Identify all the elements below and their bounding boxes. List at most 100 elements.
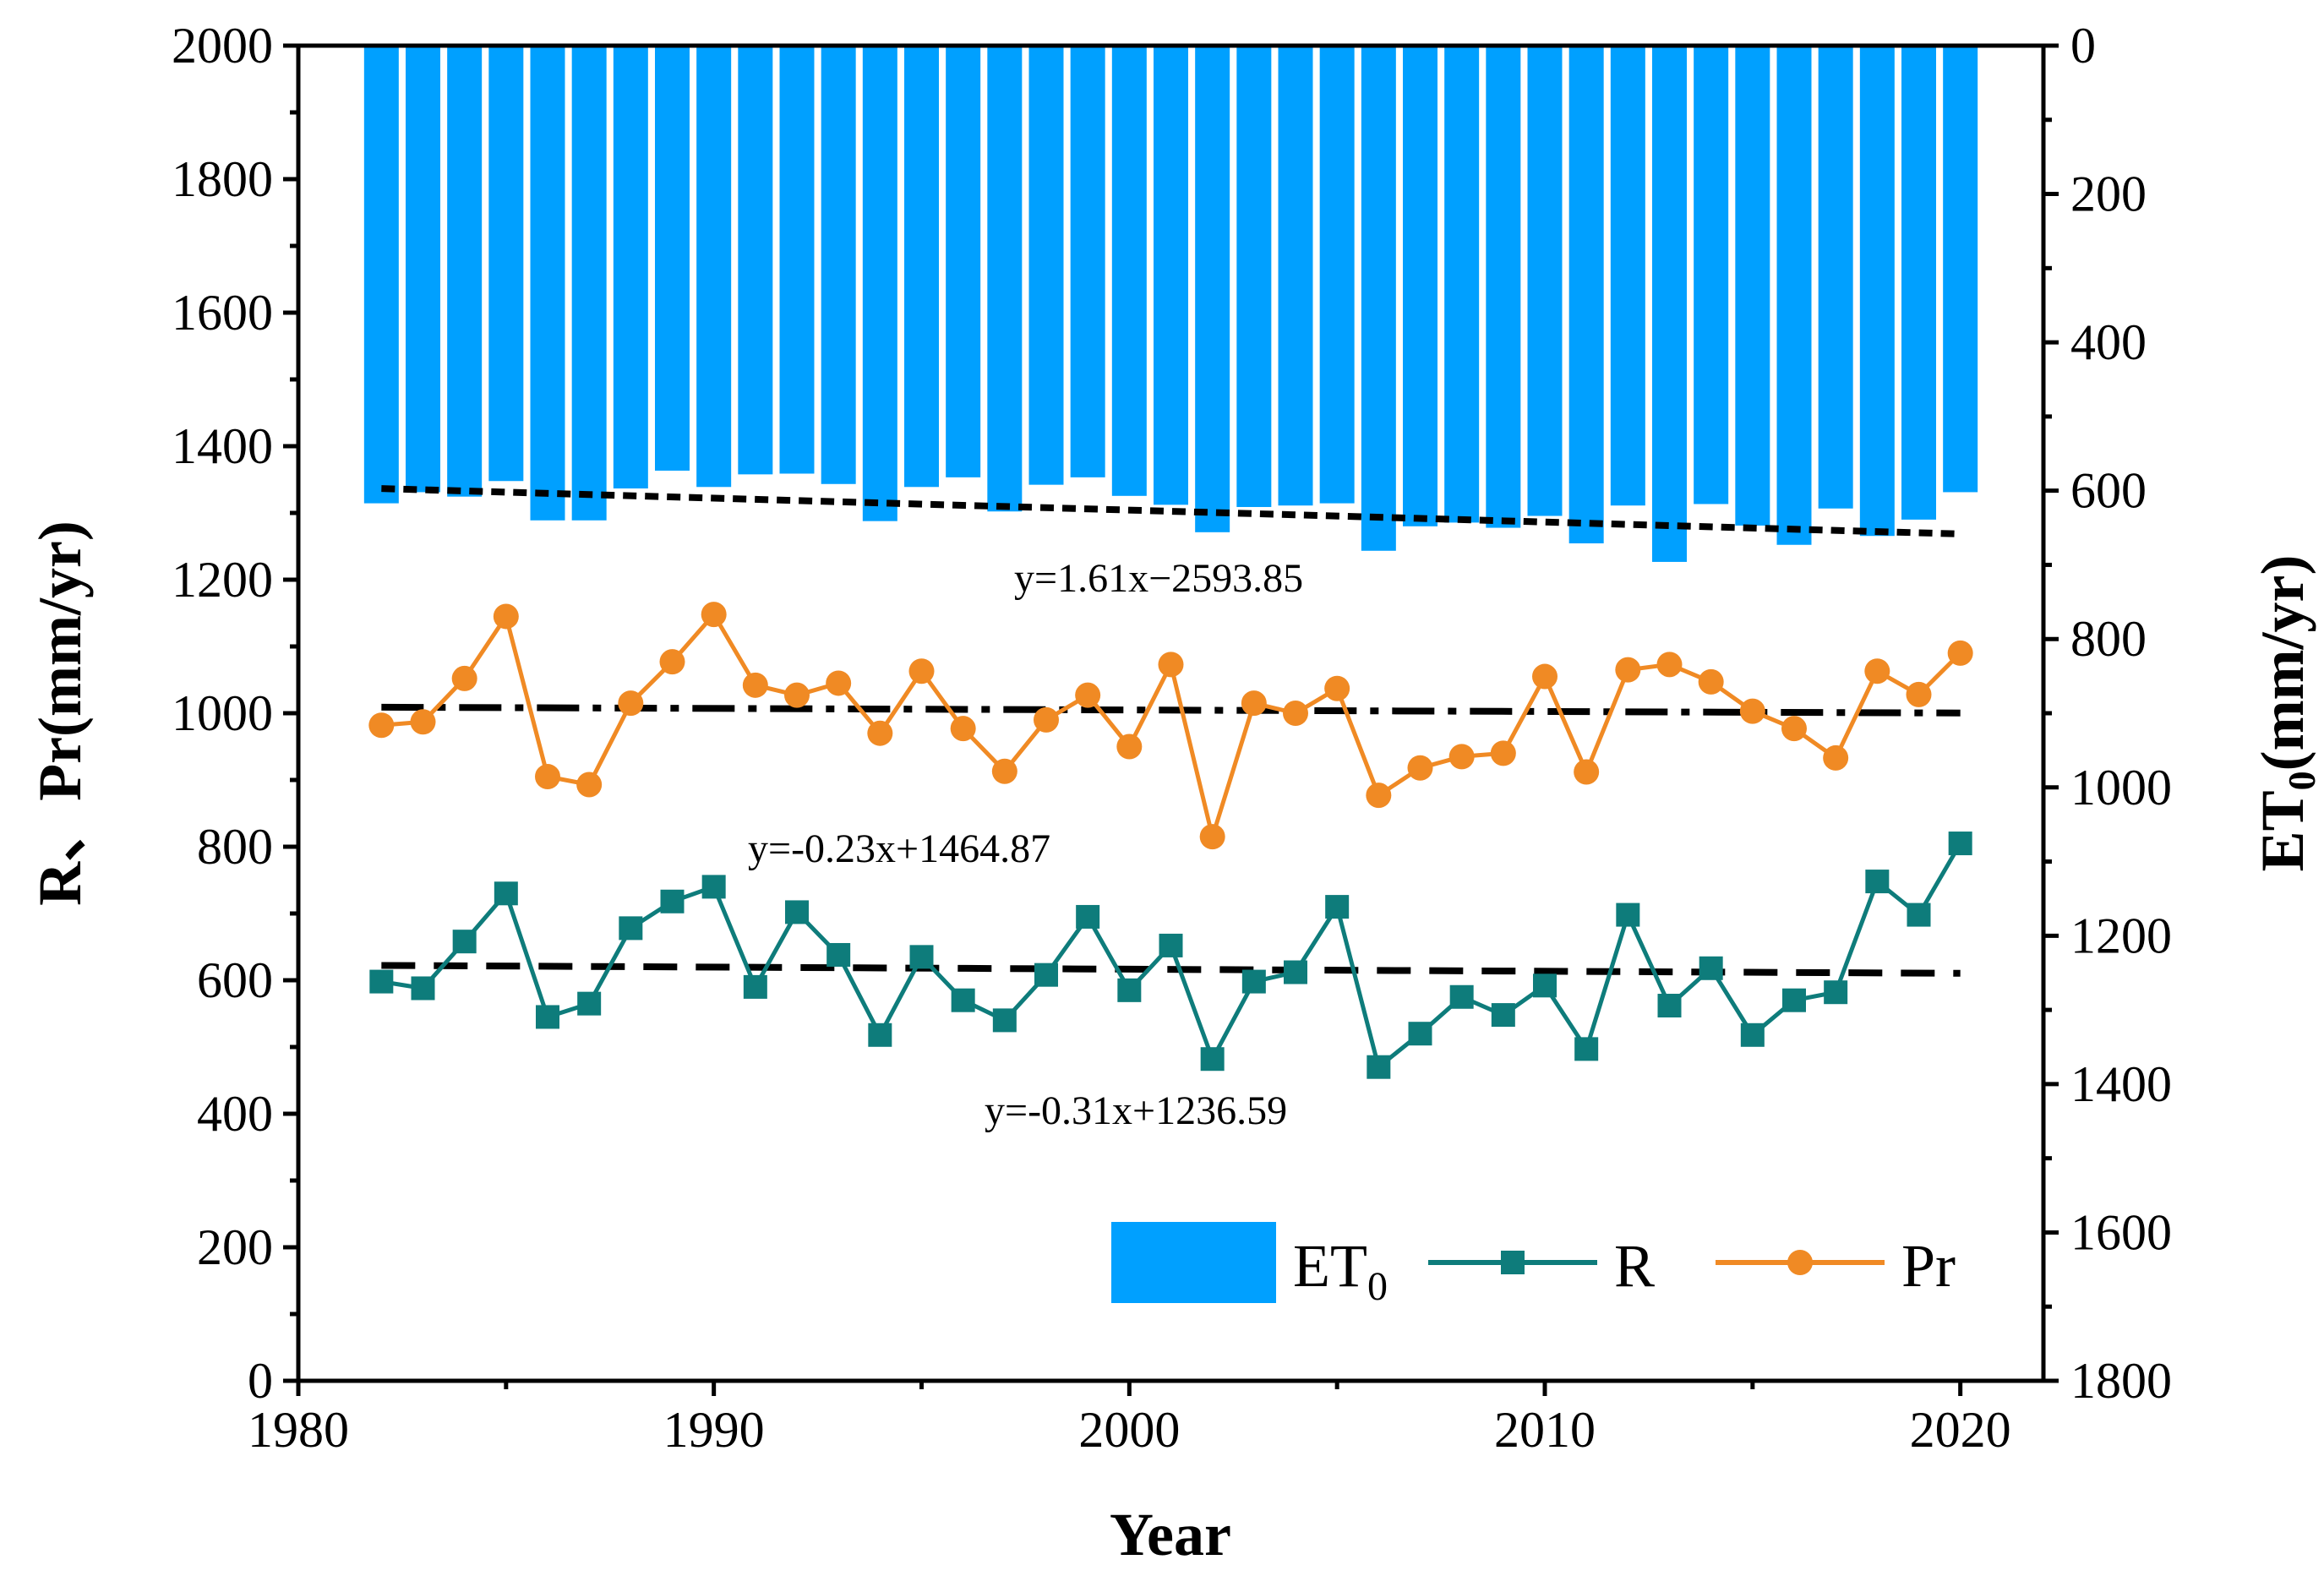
left-y-tick-label: 1000: [172, 685, 273, 741]
et0-bar: [1236, 46, 1272, 507]
left-y-tick-label: 200: [197, 1219, 273, 1275]
left-y-axis-ticks: 0 200 400 600 800 1000 1200 1400 1600 1800 2000: [172, 18, 298, 1409]
x-tick-label: 2000: [1078, 1402, 1180, 1458]
point-pr: [1698, 668, 1724, 695]
point-r: [909, 945, 934, 969]
right-y-tick-label: 600: [2070, 463, 2147, 519]
et0-bar: [1527, 46, 1563, 516]
point-pr: [950, 716, 976, 742]
point-pr: [1283, 701, 1308, 726]
et0-bar: [363, 46, 399, 504]
point-pr: [701, 602, 727, 628]
x-tick-label: 2020: [1910, 1402, 2011, 1458]
right-y-tick-label: 200: [2070, 166, 2147, 222]
point-pr: [1075, 682, 1101, 708]
point-r: [1491, 1003, 1515, 1028]
point-pr: [576, 772, 603, 798]
legend-label-r: R: [1614, 1232, 1655, 1300]
et0-bar: [696, 46, 732, 488]
right-y-axis-ticks: 0 200 400 600 800 1000 1200 1400 1600 1800: [2043, 18, 2172, 1409]
point-r: [785, 900, 809, 924]
et0-bar: [1361, 46, 1396, 551]
point-r: [1824, 980, 1848, 1005]
et0-bar: [946, 46, 981, 477]
eq-label-pr: y=-0.23x+1464.87: [748, 826, 1050, 871]
et0-bar: [1486, 46, 1521, 528]
et0-bar: [1278, 46, 1313, 506]
et0-bar: [1444, 46, 1480, 523]
et0-bar: [530, 46, 565, 521]
point-pr: [1241, 690, 1267, 717]
point-r: [1076, 904, 1100, 929]
line-pr: [381, 612, 1962, 839]
point-pr: [1448, 744, 1475, 770]
point-pr: [368, 712, 395, 739]
right-y-axis-title-sub: 0: [2280, 771, 2323, 790]
right-y-tick-label: 1800: [2070, 1353, 2172, 1409]
point-r: [536, 1005, 559, 1029]
point-pr: [1366, 783, 1392, 809]
point-r: [1699, 956, 1723, 980]
et0-bar: [613, 46, 648, 489]
right-y-tick-label: 1400: [2070, 1056, 2172, 1112]
point-pr: [826, 670, 852, 696]
point-pr: [1615, 657, 1641, 683]
et0-bar: [1154, 46, 1188, 505]
point-pr: [1656, 652, 1683, 678]
right-y-axis-title-unit: (mm/yr): [2249, 555, 2316, 772]
point-pr: [908, 658, 935, 684]
et0-bar: [1028, 46, 1064, 485]
marker-layer: [368, 602, 1973, 1079]
et0-bar: [1111, 46, 1147, 496]
et0-bar: [904, 46, 939, 488]
point-r: [1948, 832, 1972, 856]
point-pr: [659, 649, 685, 675]
trendline-pr: [381, 703, 1961, 717]
point-pr: [1574, 759, 1600, 785]
point-r: [1367, 1055, 1391, 1079]
point-r: [411, 976, 435, 1001]
left-y-tick-label: 2000: [172, 18, 273, 74]
legend-marker-pr: [1787, 1250, 1813, 1275]
point-r: [743, 974, 767, 999]
point-r: [1657, 994, 1682, 1018]
point-r: [660, 889, 685, 913]
point-r: [826, 942, 851, 967]
point-pr: [1199, 824, 1225, 850]
point-r: [1740, 1022, 1765, 1047]
point-r: [619, 916, 643, 941]
x-tick-label: 2010: [1494, 1402, 1596, 1458]
point-pr: [1823, 744, 1849, 771]
et0-bar: [655, 46, 690, 471]
point-r: [1865, 870, 1890, 894]
point-r: [1907, 903, 1931, 927]
et0-bar: [987, 46, 1023, 512]
et0-bar: [1735, 46, 1770, 526]
point-r: [1533, 973, 1557, 998]
et0-bar: [1859, 46, 1895, 537]
right-y-tick-label: 400: [2070, 314, 2147, 370]
right-y-tick-label: 800: [2070, 611, 2147, 667]
right-y-axis-title: ET0(mm/yr): [2249, 555, 2323, 872]
et0-bar-series: [363, 46, 1978, 562]
et0-bar: [1901, 46, 1936, 520]
point-r: [868, 1022, 892, 1047]
right-y-axis-title-main: ET: [2249, 790, 2316, 871]
point-r: [494, 881, 518, 906]
et0-bar: [447, 46, 483, 497]
legend-label-et0: ET0: [1293, 1232, 1388, 1309]
et0-bar: [1943, 46, 1978, 493]
point-pr: [410, 709, 436, 735]
et0-bar: [821, 46, 856, 484]
point-pr: [535, 764, 560, 790]
point-r: [701, 875, 726, 899]
left-y-tick-label: 600: [197, 952, 273, 1008]
point-r: [1241, 969, 1266, 994]
left-y-tick-label: 400: [197, 1086, 273, 1142]
et0-bar: [488, 46, 524, 482]
et0-bar: [1403, 46, 1437, 526]
eq-label-r: y=-0.31x+1236.59: [985, 1088, 1287, 1133]
legend-swatch-et0: [1111, 1222, 1276, 1303]
et0-bar: [1818, 46, 1853, 509]
point-r: [1200, 1047, 1225, 1072]
